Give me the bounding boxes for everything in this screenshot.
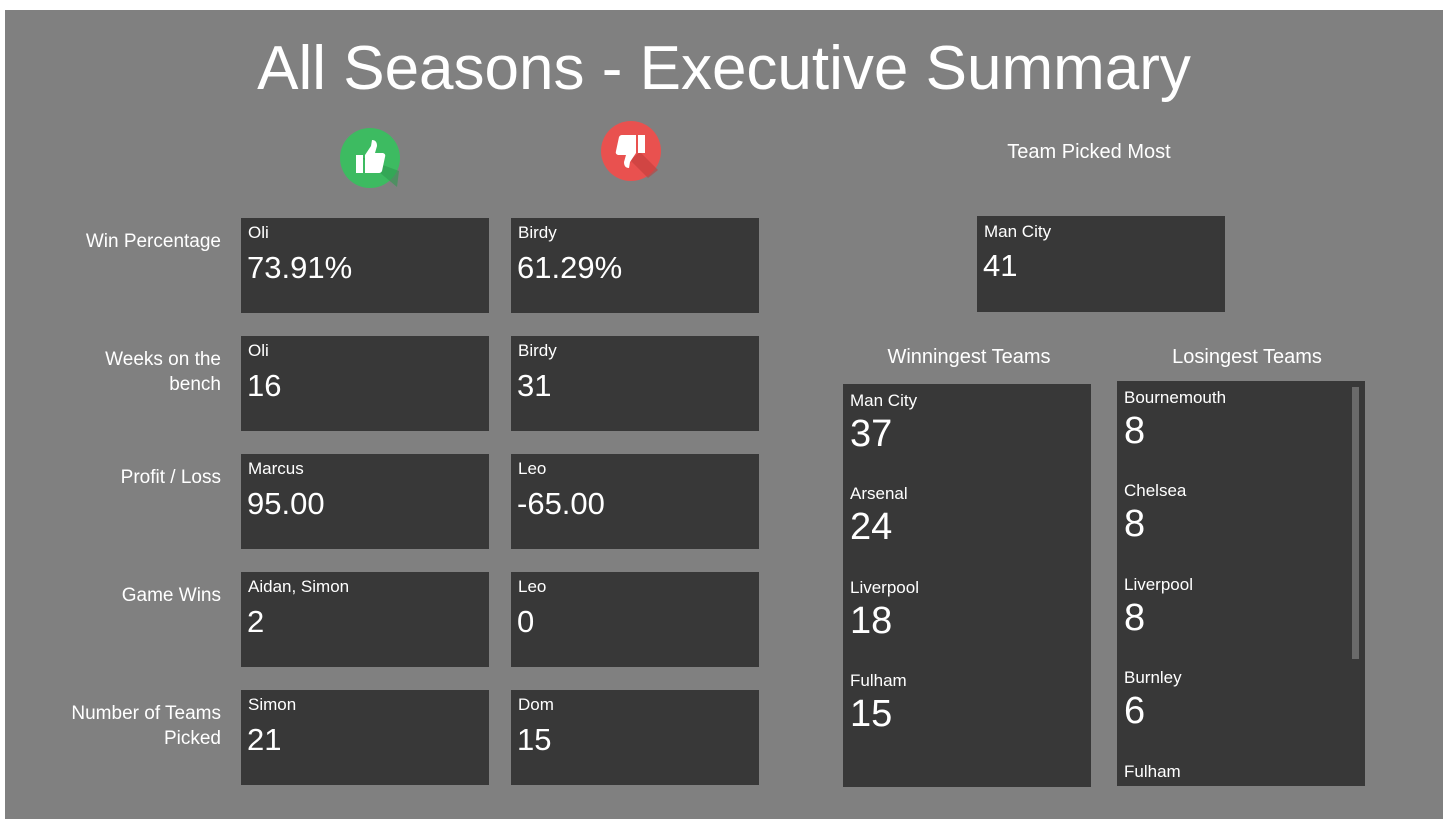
metric-label-game-wins: Game Wins [121,585,221,606]
team-value: 8 [1124,503,1146,545]
team-name: Burnley [1124,668,1182,687]
metric-value: 73.91% [247,250,353,285]
list-item: Bournemouth 8 [1124,388,1226,454]
player-name: Birdy [518,341,557,360]
list-item: Man City 37 [850,391,917,457]
team-name: Liverpool [850,578,919,597]
player-name: Oli [248,341,269,360]
best-game-wins-card: Aidan, Simon 2 [241,572,489,667]
winningest-teams-heading: Winningest Teams [887,346,1051,368]
dashboard-canvas: All Seasons - Executive Summary Win Perc… [5,10,1443,819]
metric-label-teams-picked: Number of Teams Picked [71,703,221,749]
team-name: Bournemouth [1124,388,1227,407]
losingest-teams-list[interactable]: Bournemouth 8 Chelsea 8 Liverpool 8 Burn… [1117,381,1365,786]
list-item: Liverpool 8 [1124,575,1193,641]
list-item: Arsenal 24 [850,484,908,550]
player-name: Marcus [248,459,304,478]
player-name: Aidan, Simon [248,577,350,596]
metric-value: 95.00 [247,486,325,521]
thumbs-up-icon [339,127,401,194]
list-item: Fulham [1124,762,1181,782]
list-item: Fulham 15 [850,671,907,737]
metric-value: 16 [247,368,282,403]
team-name: Fulham [1124,762,1181,781]
team-name: Liverpool [1124,575,1193,594]
metric-value: 15 [517,722,552,757]
team-value: 18 [850,600,893,642]
team-name: Fulham [850,671,907,690]
team-value: 8 [1124,597,1146,639]
thumbs-down-icon [600,120,662,187]
best-win-percentage-card: Oli 73.91% [241,218,489,313]
player-name: Birdy [518,223,557,242]
metric-value: 21 [247,722,282,757]
team-value: 24 [850,506,893,548]
page-title: All Seasons - Executive Summary [257,34,1191,103]
player-name: Oli [248,223,269,242]
worst-profit-loss-card: Leo -65.00 [511,454,759,549]
metric-value: 61.29% [517,250,623,285]
losingest-teams-heading: Losingest Teams [1172,346,1322,368]
team-name: Arsenal [850,484,908,503]
team-value: 15 [850,693,893,735]
best-teams-picked-card: Simon 21 [241,690,489,785]
metric-value: 0 [517,604,535,639]
team-name: Chelsea [1124,481,1187,500]
player-name: Leo [518,459,547,478]
player-name: Simon [248,695,297,714]
metric-value: -65.00 [517,486,605,521]
player-name: Dom [518,695,554,714]
worst-teams-picked-card: Dom 15 [511,690,759,785]
team-picked-most-card: Man City 41 [977,216,1225,312]
worst-weeks-on-bench-card: Birdy 31 [511,336,759,431]
metric-value: 31 [517,368,552,403]
team-name: Man City [984,222,1052,241]
team-picked-most-heading: Team Picked Most [1007,141,1171,163]
team-value: 8 [1124,410,1146,452]
player-name: Leo [518,577,547,596]
scrollbar-thumb[interactable] [1352,387,1359,659]
worst-win-percentage-card: Birdy 61.29% [511,218,759,313]
metric-label-win-percentage: Win Percentage [85,231,221,252]
list-item: Liverpool 18 [850,578,919,644]
best-profit-loss-card: Marcus 95.00 [241,454,489,549]
worst-game-wins-card: Leo 0 [511,572,759,667]
list-item: Burnley 6 [1124,668,1182,734]
team-value: 6 [1124,690,1146,732]
best-weeks-on-bench-card: Oli 16 [241,336,489,431]
winningest-teams-list: Man City 37 Arsenal 24 Liverpool 18 Fulh… [843,384,1091,787]
team-name: Man City [850,391,918,410]
team-value: 37 [850,413,893,455]
metric-value: 2 [247,604,265,639]
team-value: 41 [983,248,1018,283]
metric-label-weeks-on-bench: Weeks on the bench [105,349,221,395]
list-item: Chelsea 8 [1124,481,1186,547]
metric-label-profit-loss: Profit / Loss [120,467,221,488]
